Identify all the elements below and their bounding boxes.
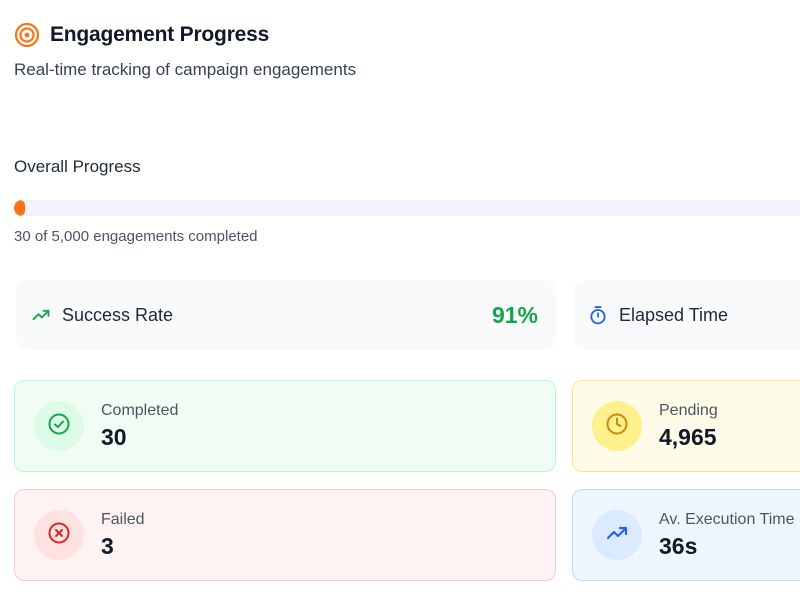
pending-label: Pending	[659, 401, 718, 419]
stopwatch-icon	[587, 304, 609, 326]
failed-card: Failed 3	[14, 489, 556, 581]
header: Engagement Progress	[14, 22, 269, 48]
pending-text: Pending 4,965	[659, 402, 718, 451]
target-icon	[14, 22, 40, 48]
failed-value: 3	[101, 532, 114, 559]
success-rate-card: Success Rate 91%	[16, 280, 556, 350]
failed-label: Failed	[101, 510, 145, 528]
trending-up-icon	[605, 521, 629, 550]
avg-execution-time-card: Av. Execution Time 36s	[572, 489, 800, 581]
page-title: Engagement Progress	[50, 23, 270, 46]
x-circle-icon	[47, 521, 71, 550]
trending-up-icon	[30, 304, 52, 326]
page-subtitle: Real-time tracking of campaign engagemen…	[14, 60, 357, 79]
avg-execution-text: Av. Execution Time 36s	[659, 511, 794, 560]
overall-progress-bar	[14, 200, 800, 216]
failed-icon-badge	[34, 510, 84, 560]
avg-execution-icon-badge	[592, 510, 642, 560]
avg-execution-value: 36s	[659, 532, 698, 559]
pending-icon-badge	[592, 401, 642, 451]
overall-progress-fill	[14, 200, 25, 216]
pending-card: Pending 4,965	[572, 380, 800, 472]
clock-icon	[605, 412, 629, 441]
check-circle-icon	[47, 412, 71, 441]
completed-text: Completed 30	[101, 402, 178, 451]
completed-card: Completed 30	[14, 380, 556, 472]
overall-progress-label: Overall Progress	[14, 157, 141, 176]
success-rate-value: 91%	[491, 301, 538, 328]
completed-value: 30	[101, 423, 127, 450]
pending-value: 4,965	[659, 423, 717, 450]
overall-progress-caption: 30 of 5,000 engagements completed	[14, 228, 258, 245]
success-rate-label: Success Rate	[62, 304, 174, 325]
elapsed-time-card: Elapsed Time	[573, 280, 800, 350]
completed-label: Completed	[101, 401, 179, 419]
elapsed-time-label: Elapsed Time	[619, 304, 729, 325]
completed-icon-badge	[34, 401, 84, 451]
failed-text: Failed 3	[101, 511, 145, 560]
avg-execution-label: Av. Execution Time	[659, 510, 795, 528]
